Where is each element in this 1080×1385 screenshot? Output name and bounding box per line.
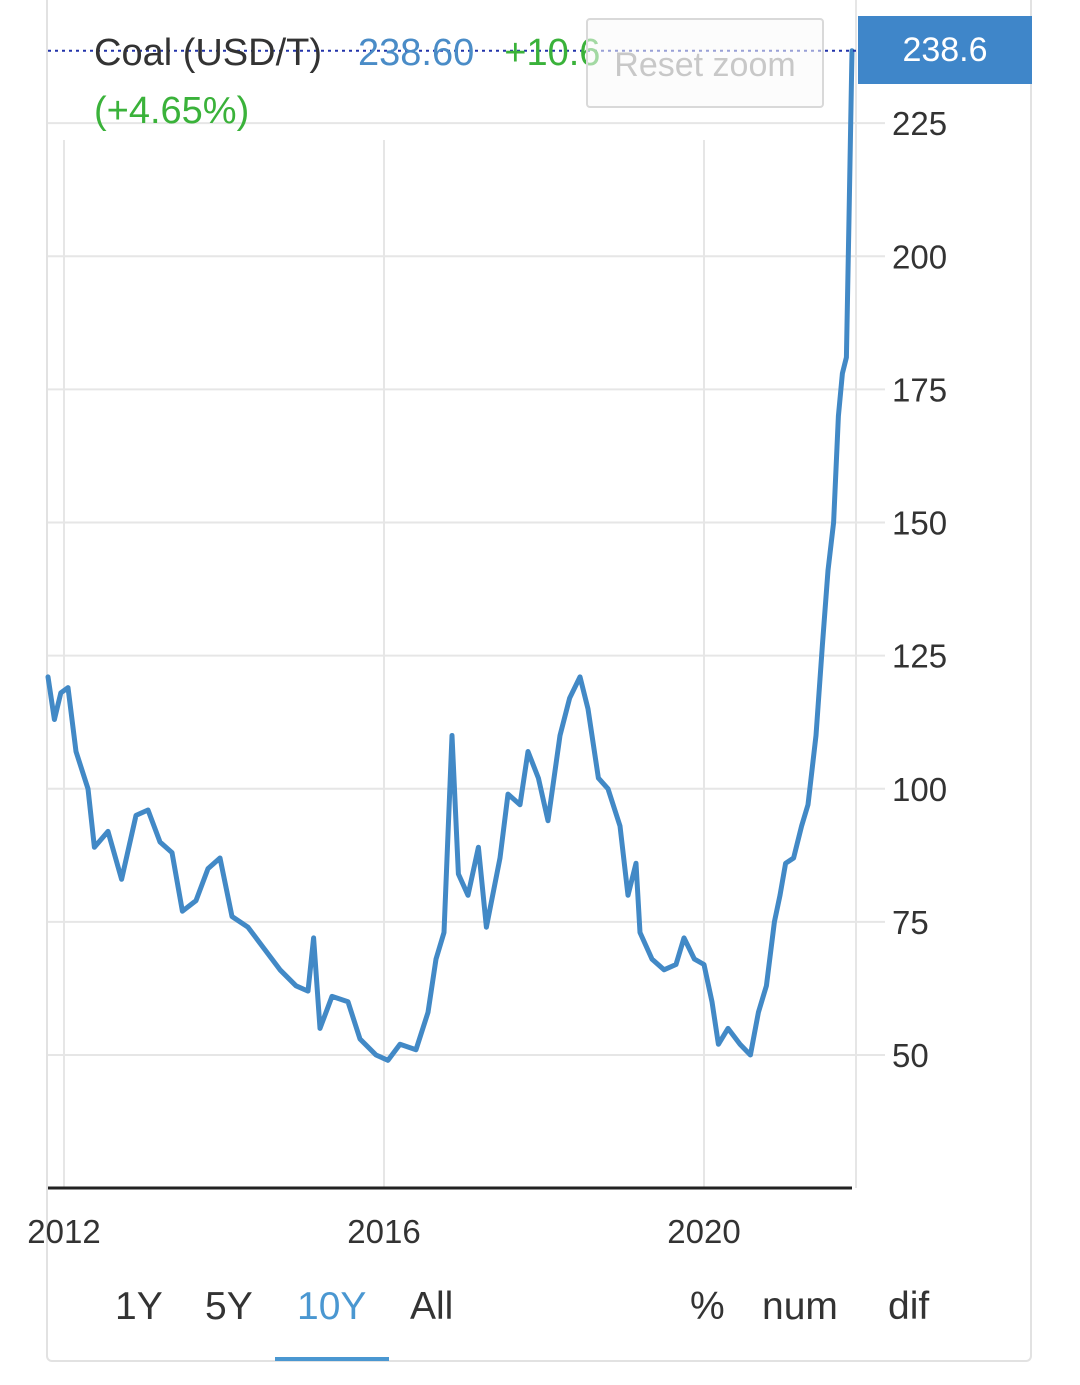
- x-tick-2020: 2020: [667, 1213, 740, 1250]
- chart-grid: [48, 122, 885, 1188]
- active-tab-indicator: [275, 1357, 389, 1361]
- x-tick-2016: 2016: [347, 1213, 420, 1250]
- y-tick-225: 225: [892, 105, 947, 142]
- reset-zoom-button[interactable]: Reset zoom: [586, 18, 824, 108]
- legend-price: 238.60: [358, 32, 475, 74]
- tab-5y[interactable]: 5Y: [205, 1285, 253, 1328]
- chart-series: [45, 48, 855, 1063]
- range-tabs: 1Y 5Y 10Y All % num dif: [0, 1282, 1080, 1362]
- y-tick-175: 175: [892, 371, 947, 408]
- coal-price-line[interactable]: [45, 48, 855, 1063]
- tab-10y[interactable]: 10Y: [297, 1285, 367, 1328]
- y-tick-200: 200: [892, 238, 947, 275]
- tab-all[interactable]: All: [410, 1285, 454, 1328]
- tab-num[interactable]: num: [762, 1285, 838, 1328]
- y-tick-125: 125: [892, 638, 947, 675]
- chart-axes: 50 75 100 125 150 175 200 225 2012 2016 2020: [27, 0, 947, 1250]
- tab-dif[interactable]: dif: [888, 1285, 930, 1328]
- y-tick-50: 50: [892, 1037, 929, 1074]
- legend-series-name: Coal (USD/T): [94, 32, 323, 74]
- tab-percent[interactable]: %: [690, 1285, 725, 1328]
- legend-change: +10.6: [504, 32, 601, 74]
- current-price-badge: 238.6: [858, 16, 1032, 84]
- x-tick-2012: 2012: [27, 1213, 100, 1250]
- chart-legend: Coal (USD/T) 238.60 +10.6 (+4.65%): [94, 24, 600, 140]
- legend-change-percent: (+4.65%): [94, 90, 250, 132]
- y-tick-75: 75: [892, 904, 929, 941]
- tab-1y[interactable]: 1Y: [115, 1285, 163, 1328]
- y-tick-100: 100: [892, 771, 947, 808]
- y-tick-150: 150: [892, 505, 947, 542]
